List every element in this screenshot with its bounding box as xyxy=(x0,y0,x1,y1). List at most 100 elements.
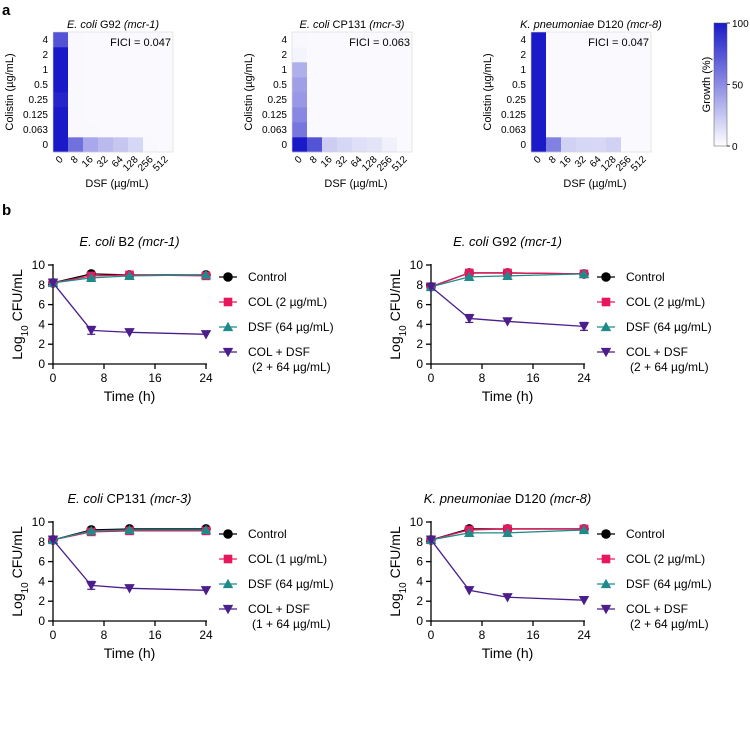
series-triangle-down xyxy=(425,535,590,606)
heatmap-cell xyxy=(591,62,607,78)
legend-label-line2: (2 + 64 µg/mL) xyxy=(630,360,709,374)
data-point xyxy=(578,268,590,279)
heatmap-cell xyxy=(606,62,622,78)
y-label-unit: CFU/mL xyxy=(9,269,25,325)
heatmap-panels: E. coli G92 (mcr-1) FICI = 0.047 0 0.063 0.1… xyxy=(4,19,749,190)
x-tick-label: 512 xyxy=(390,154,410,174)
heatmap-cell xyxy=(382,92,398,108)
series-line xyxy=(52,282,207,335)
heatmap-cell xyxy=(576,137,592,153)
title-species: E. coli xyxy=(300,19,331,31)
y-tick-label: 0.5 xyxy=(273,80,287,91)
heatmap-cell xyxy=(561,77,577,93)
title-species: E. coli xyxy=(453,234,490,249)
heatmap-cell xyxy=(621,137,637,153)
title-strain: G92 xyxy=(97,19,124,31)
y-tick-label: 2 xyxy=(416,594,423,608)
heatmap-panel-2: E. coli CP131 (mcr-3) FICI = 0.063 0 0.063 0… xyxy=(243,19,413,190)
series-line xyxy=(430,529,585,541)
heatmap-cell xyxy=(561,107,577,123)
y-label-log: Log xyxy=(387,336,403,359)
heatmap-cell xyxy=(367,62,383,78)
y-tick-label: 4 xyxy=(416,317,423,331)
legend-label: DSF (64 µg/mL) xyxy=(248,577,334,591)
y-tick-label: 4 xyxy=(520,35,526,46)
y-tick-label: 4 xyxy=(38,574,45,588)
y-label-subscript: 10 xyxy=(398,325,409,337)
x-axis-label: DSF (µg/mL) xyxy=(563,178,626,190)
series-triangle-up xyxy=(425,524,590,544)
heatmap-cell xyxy=(337,47,353,63)
chart-title: K. pneumoniae D120 (mcr-8) xyxy=(424,491,591,506)
y-tick-label: 4 xyxy=(416,574,423,588)
heatmap-cell xyxy=(591,92,607,108)
heatmap-cell xyxy=(322,107,338,123)
heatmap-cell xyxy=(531,107,547,123)
data-point xyxy=(86,326,97,336)
heatmap-cell xyxy=(546,32,562,48)
heatmap-cell xyxy=(68,77,84,93)
heatmap-cell xyxy=(352,107,368,123)
heatmap-title: E. coli CP131 (mcr-3) xyxy=(300,19,405,31)
heatmap-cell xyxy=(98,77,114,93)
heatmap-cell xyxy=(307,92,323,108)
title-gene: (mcr-3) xyxy=(369,19,405,31)
y-tick-label: 1 xyxy=(281,65,287,76)
legend-marker xyxy=(601,529,611,539)
heatmap-cell xyxy=(397,77,413,93)
y-label-unit: CFU/mL xyxy=(387,269,403,325)
legend: Control COL (2 µg/mL) DSF (64 µg/mL) COL + … xyxy=(597,527,712,631)
heatmap-cell xyxy=(561,47,577,63)
y-axis-label: Colistin (µg/mL) xyxy=(243,53,255,130)
x-tick-label: 0 xyxy=(54,154,66,166)
heatmap-cell xyxy=(68,92,84,108)
data-point xyxy=(47,535,59,546)
legend-label: COL + DSF xyxy=(248,602,310,616)
data-point xyxy=(124,524,135,535)
colorbar-label: Growth (%) xyxy=(701,57,713,113)
x-tick-label: 16 xyxy=(558,154,574,170)
heatmap-cell xyxy=(636,137,652,153)
y-tick-label: 2 xyxy=(42,50,48,61)
title-strain: G92 xyxy=(488,234,520,249)
x-tick-label: 0 xyxy=(50,628,57,642)
heatmap-cell xyxy=(68,122,84,138)
heatmap-frame xyxy=(530,31,652,153)
heatmap-cell xyxy=(158,137,174,153)
data-point xyxy=(200,586,212,596)
heatmap-cell xyxy=(531,32,547,48)
heatmap-cell xyxy=(352,122,368,138)
y-axis-label: Colistin (µg/mL) xyxy=(482,53,494,130)
heatmap-cell xyxy=(576,47,592,63)
heatmap-cell xyxy=(322,32,338,48)
y-tick-label: 6 xyxy=(38,555,45,569)
heatmap-cell xyxy=(546,122,562,138)
heatmap-cell xyxy=(546,137,562,153)
heatmap-cell xyxy=(307,32,323,48)
series-line xyxy=(52,539,207,591)
heatmap-cell xyxy=(143,32,159,48)
heatmap-cell xyxy=(606,122,622,138)
legend-label: COL (2 µg/mL) xyxy=(626,295,705,309)
heatmap-cell xyxy=(98,122,114,138)
heatmap-cell xyxy=(128,62,144,78)
heatmap-cell xyxy=(113,77,129,93)
x-tick-label: 24 xyxy=(577,371,591,385)
data-point xyxy=(200,269,212,280)
heatmap-cell xyxy=(83,32,99,48)
heatmap-cell xyxy=(621,32,637,48)
heatmap-cell xyxy=(113,92,129,108)
heatmap-cell xyxy=(367,92,383,108)
legend-label-line2: (2 + 64 µg/mL) xyxy=(630,617,709,631)
y-tick-label: 0.25 xyxy=(268,95,288,106)
heatmap-cell xyxy=(143,62,159,78)
heatmap-cells xyxy=(531,32,652,153)
y-axis-label: Log10 CFU/mL xyxy=(387,526,409,617)
y-label-unit: CFU/mL xyxy=(9,526,25,582)
legend-label: Control xyxy=(248,527,287,541)
series-line xyxy=(430,539,585,601)
x-axis-label: DSF (µg/mL) xyxy=(324,178,387,190)
